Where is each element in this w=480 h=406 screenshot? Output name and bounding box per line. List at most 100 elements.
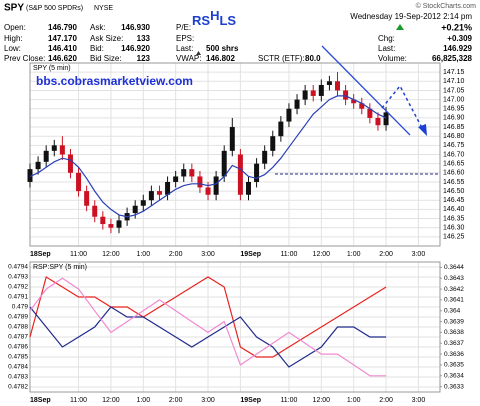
x-tick-label: 1:00	[136, 251, 150, 258]
y-tick-label: 0.4787	[8, 334, 28, 341]
y-tick-label: 146.85	[443, 124, 465, 131]
candle-body	[156, 191, 162, 195]
candle-body	[59, 145, 65, 155]
quote-label: Bid Size:	[90, 54, 122, 63]
summary-value: 66,825,328	[432, 54, 473, 63]
candle-body	[140, 200, 146, 206]
panels: 147.15 147.10 147.05 147.00 146.95 146.90 146.…	[8, 62, 465, 404]
y-tick-label: 146.50	[443, 188, 465, 195]
symbol-name: (S&P 500 SPDRs)	[26, 5, 83, 12]
candle-body	[286, 108, 292, 122]
quote-value: 146.620	[48, 54, 77, 63]
candle-body	[359, 103, 365, 109]
candle-body	[181, 169, 187, 177]
logo-part: RS	[192, 13, 210, 28]
summary-value: +0.309	[447, 34, 472, 43]
panel-frame	[29, 261, 441, 393]
x-tick-label: 2:00	[169, 397, 183, 404]
x-tick-label: 12:00	[313, 251, 331, 258]
candle-body	[310, 90, 316, 96]
quote-label: Low:	[4, 44, 21, 53]
y-tick-label: 146.60	[443, 170, 465, 177]
x-tick-label: 2:00	[379, 251, 393, 258]
quote-label: Open:	[4, 23, 26, 32]
watermark: bbs.cobrasmarketview.com	[36, 74, 193, 88]
summary-label: Chg:	[378, 34, 395, 43]
y-tick-label: 0.4793	[8, 274, 28, 281]
y2-tick-label: 0.3642	[444, 286, 464, 293]
candle-body	[92, 205, 98, 217]
x-tick-label: 19Sep	[240, 251, 261, 258]
candle-body	[254, 163, 260, 182]
x-tick-label: 2:00	[379, 397, 393, 404]
quote-label: VWAP:	[176, 54, 201, 63]
y-tick-label: 147.10	[443, 78, 465, 85]
y-tick-label: 0.4788	[8, 324, 28, 331]
y-tick-label: 147.05	[443, 87, 465, 94]
candle-body	[43, 150, 49, 162]
y-tick-label: 0.4784	[8, 364, 28, 371]
y-tick-label: 0.4785	[8, 354, 28, 361]
summary-value: +0.21%	[441, 22, 472, 32]
y-tick-label: 146.90	[443, 115, 465, 122]
arrow-head	[418, 124, 427, 136]
quote-label: Last:	[176, 44, 193, 53]
y-tick-label: 0.4786	[8, 344, 28, 351]
y2-tick-label: 0.3639	[444, 318, 464, 325]
source: © StockCharts.com	[416, 2, 477, 10]
quote-value: 146.410	[48, 44, 77, 53]
quote-value: 147.170	[48, 34, 77, 43]
y-tick-label: 0.4791	[8, 294, 28, 301]
y2-tick-label: 0.3638	[444, 329, 464, 336]
candle-body	[221, 150, 227, 177]
quote-label: Ask Size:	[90, 34, 123, 43]
candle-body	[302, 90, 308, 100]
y-tick-label: 146.45	[443, 197, 465, 204]
y-tick-label: 0.4789	[8, 314, 28, 321]
quote-value: 146.790	[48, 23, 77, 32]
quote-label: Ask:	[90, 23, 106, 32]
summary-value: 146.929	[443, 44, 472, 53]
candle-body	[262, 150, 268, 164]
projection-arrow	[381, 84, 423, 129]
candle-body	[148, 191, 154, 201]
x-tick-label: 11:00	[280, 251, 297, 258]
sctr-value: 80.0	[305, 54, 321, 63]
candle-body	[116, 220, 122, 228]
x-tick-label: 2:00	[169, 251, 183, 258]
y2-tick-label: 0.3641	[444, 297, 464, 304]
y-tick-label: 0.4783	[8, 374, 28, 381]
quote-label: EPS:	[176, 34, 194, 43]
y-tick-label: 0.4782	[8, 384, 28, 391]
quote-value: 500 shrs	[206, 44, 239, 53]
datetime: Wednesday 19-Sep-2012 2:14 pm	[350, 12, 472, 21]
quote-label: High:	[4, 34, 23, 43]
y2-tick-label: 0.3636	[444, 351, 464, 358]
y-tick-label: 146.35	[443, 215, 465, 222]
candle-body	[132, 205, 138, 214]
quote-value: 146.930	[121, 23, 150, 32]
candle-body	[76, 172, 82, 192]
quote-label: Bid:	[90, 44, 104, 53]
y-tick-label: 146.55	[443, 179, 465, 186]
y-tick-label: 146.65	[443, 160, 465, 167]
y2-tick-label: 0.3635	[444, 362, 464, 369]
y2-tick-label: 0.3637	[444, 340, 464, 347]
y-tick-label: 0.4792	[8, 284, 28, 291]
sctr-label: SCTR (ETF):	[258, 54, 305, 63]
y2-tick-label: 0.3634	[444, 372, 464, 379]
y-tick-label: 146.75	[443, 142, 465, 149]
quote-table: Open: 146.790 High: 147.170 Low: 146.410Prev …	[4, 22, 473, 63]
x-tick-label: 1:00	[347, 251, 361, 258]
y-tick-label: 146.80	[443, 133, 465, 140]
trend-line	[321, 45, 411, 136]
summary-label: Last:	[378, 44, 395, 53]
x-tick-label: 18Sep	[30, 251, 51, 258]
candle-body	[27, 169, 33, 182]
x-tick-label: 12:00	[102, 397, 120, 404]
candle-body	[108, 224, 114, 228]
up-arrow	[396, 24, 404, 30]
logo-part: LS	[219, 13, 236, 28]
